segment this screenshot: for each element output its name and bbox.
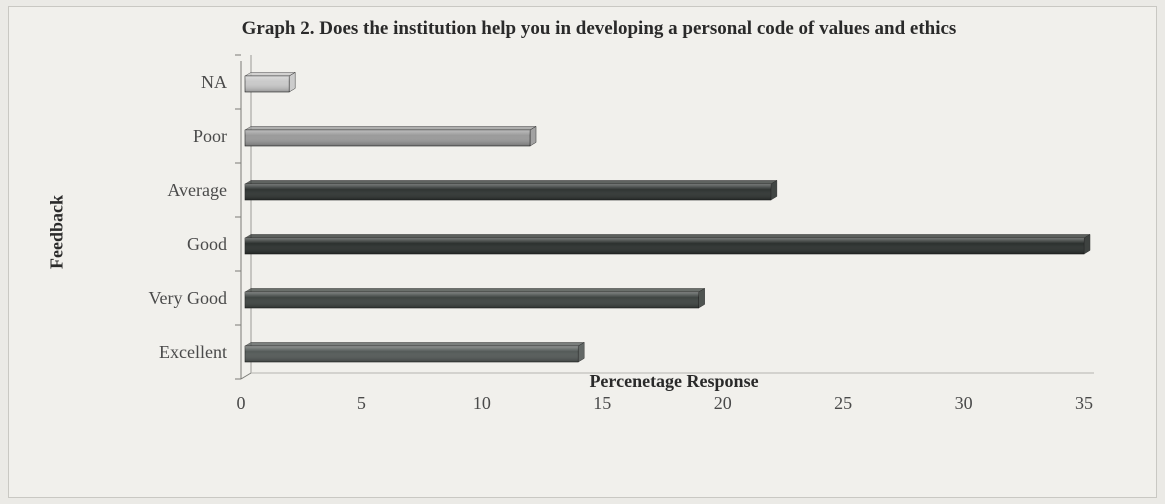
x-tick-label: 20 <box>714 393 732 413</box>
bar <box>244 287 706 309</box>
y-tick-label: Very Good <box>149 288 228 308</box>
x-tick-label: 10 <box>473 393 491 413</box>
bar <box>244 179 778 201</box>
bar <box>244 125 537 147</box>
bar <box>244 233 1091 255</box>
y-tick-label: Excellent <box>159 342 227 362</box>
x-tick-label: 15 <box>593 393 611 413</box>
x-tick-label: 30 <box>955 393 973 413</box>
y-tick-label: Good <box>187 234 227 254</box>
bar <box>244 341 586 363</box>
chart-title: Graph 2. Does the institution help you i… <box>241 18 957 39</box>
axis-corner-line <box>240 372 252 380</box>
bar <box>244 71 297 93</box>
y-tick-label: NA <box>201 72 227 92</box>
x-tick-label: 25 <box>834 393 852 413</box>
y-tick-label: Poor <box>193 126 227 146</box>
y-tick-label: Average <box>167 180 227 200</box>
chart-frame: Graph 2. Does the institution help you i… <box>8 6 1157 498</box>
x-tick-label: 5 <box>357 393 366 413</box>
x-axis-label: Percenetage Response <box>589 371 759 391</box>
bar-plot: 0 5 10 15 20 25 30 35 Excellent Very Good Good Aver… <box>149 54 1094 413</box>
x-tick-label: 35 <box>1075 393 1093 413</box>
x-tick-label: 0 <box>237 393 246 413</box>
